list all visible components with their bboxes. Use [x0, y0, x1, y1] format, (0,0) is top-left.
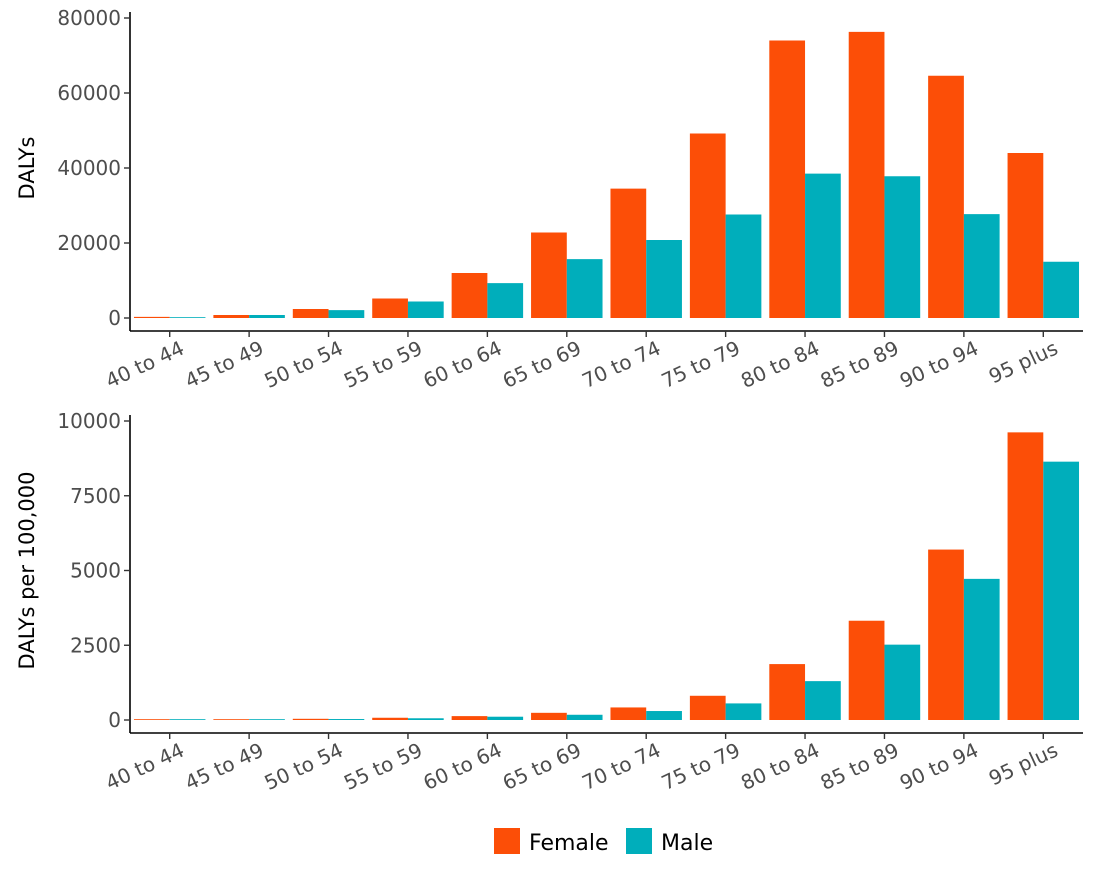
bar-male-85-to-89	[884, 644, 921, 720]
x-tick-label: 40 to 44	[102, 336, 188, 393]
bar-female-80-to-84	[769, 40, 806, 318]
bar-female-60-to-64	[451, 716, 488, 720]
legend-swatch-female	[494, 828, 520, 854]
bar-female-75-to-79	[689, 695, 726, 720]
bar-male-90-to-94	[963, 578, 1000, 720]
x-tick-label: 55 to 59	[340, 336, 426, 393]
bar-male-70-to-74	[646, 240, 682, 318]
bar-female-55-to-59	[372, 298, 408, 318]
bar-male-80-to-84	[805, 173, 841, 318]
x-tick-label: 85 to 89	[817, 738, 903, 795]
x-tick-label: 60 to 64	[419, 738, 505, 795]
x-tick-label: 65 to 69	[499, 738, 585, 795]
bar-male-50-to-54	[328, 310, 365, 318]
x-tick-label: 90 to 94	[896, 738, 982, 795]
bar-male-60-to-64	[487, 283, 524, 318]
bar-female-40-to-44	[133, 719, 170, 720]
y-tick-label: 40000	[57, 156, 121, 180]
y-tick-label: 20000	[57, 231, 121, 255]
y-tick-label: 7500	[70, 484, 121, 508]
x-tick-label: 80 to 84	[737, 336, 823, 393]
x-tick-label: 75 to 79	[658, 738, 744, 795]
bar-male-85-to-89	[884, 176, 921, 318]
bar-female-60-to-64	[451, 273, 488, 318]
bar-male-55-to-59	[407, 718, 444, 720]
y-tick-label: 5000	[70, 559, 121, 583]
bar-male-65-to-69	[566, 714, 603, 720]
bar-female-50-to-54	[292, 718, 329, 720]
bar-male-75-to-79	[725, 214, 762, 318]
x-tick-label: 45 to 49	[181, 336, 267, 393]
y-tick-label: 0	[108, 306, 121, 330]
bar-female-85-to-89	[848, 620, 885, 720]
bar-male-60-to-64	[487, 716, 524, 720]
x-tick-label: 95 plus	[985, 336, 1061, 389]
x-tick-label: 60 to 64	[419, 336, 505, 393]
x-tick-label: 80 to 84	[737, 738, 823, 795]
y-tick-label: 0	[108, 708, 121, 732]
bar-male-75-to-79	[725, 703, 762, 720]
bar-male-70-to-74	[646, 711, 682, 720]
bar-female-70-to-74	[610, 188, 647, 318]
y-tick-label: 10000	[57, 409, 121, 433]
x-tick-label: 75 to 79	[658, 336, 744, 393]
y-tick-label: 2500	[70, 633, 121, 657]
bar-female-65-to-69	[531, 232, 567, 318]
bar-male-90-to-94	[963, 214, 1000, 318]
bar-male-80-to-84	[805, 681, 841, 720]
bar-female-55-to-59	[372, 717, 408, 720]
x-tick-label: 40 to 44	[102, 738, 188, 795]
bar-female-95-plus	[1007, 432, 1044, 720]
bar-male-40-to-44	[169, 719, 206, 720]
x-tick-label: 65 to 69	[499, 336, 585, 393]
x-tick-label: 50 to 54	[261, 336, 347, 393]
x-tick-label: 50 to 54	[261, 738, 347, 795]
bar-male-55-to-59	[407, 301, 444, 318]
x-tick-label: 55 to 59	[340, 738, 426, 795]
x-tick-label: 90 to 94	[896, 336, 982, 393]
bar-male-50-to-54	[328, 719, 365, 720]
legend-swatch-male	[626, 828, 652, 854]
x-tick-label: 45 to 49	[181, 738, 267, 795]
bar-female-65-to-69	[531, 712, 567, 720]
y-tick-label: 80000	[57, 6, 121, 30]
bar-female-70-to-74	[610, 707, 647, 720]
bar-male-95-plus	[1043, 461, 1080, 720]
bar-female-50-to-54	[292, 309, 329, 318]
x-tick-label: 70 to 74	[578, 336, 664, 393]
y-tick-label: 60000	[57, 81, 121, 105]
bar-male-45-to-49	[249, 315, 285, 318]
bar-male-95-plus	[1043, 261, 1080, 318]
legend-label-male: Male	[661, 831, 713, 856]
bar-male-40-to-44	[169, 317, 206, 318]
bar-female-85-to-89	[848, 31, 885, 318]
legend-label-female: Female	[529, 831, 609, 856]
legend: Female Male	[494, 828, 713, 856]
x-tick-label: 85 to 89	[817, 336, 903, 393]
y-axis-title: DALYs	[15, 137, 39, 200]
y-axis-title: DALYs per 100,000	[15, 472, 39, 670]
bar-male-45-to-49	[249, 719, 285, 720]
bar-female-75-to-79	[689, 133, 726, 318]
bar-female-90-to-94	[928, 75, 964, 318]
bar-female-45-to-49	[213, 315, 250, 318]
x-tick-label: 95 plus	[985, 738, 1061, 791]
bar-male-65-to-69	[566, 259, 603, 318]
bar-female-40-to-44	[133, 316, 170, 318]
bar-female-95-plus	[1007, 153, 1044, 318]
bar-female-45-to-49	[213, 719, 250, 720]
bar-female-80-to-84	[769, 664, 806, 720]
bar-female-90-to-94	[928, 549, 964, 720]
x-tick-label: 70 to 74	[578, 738, 664, 795]
